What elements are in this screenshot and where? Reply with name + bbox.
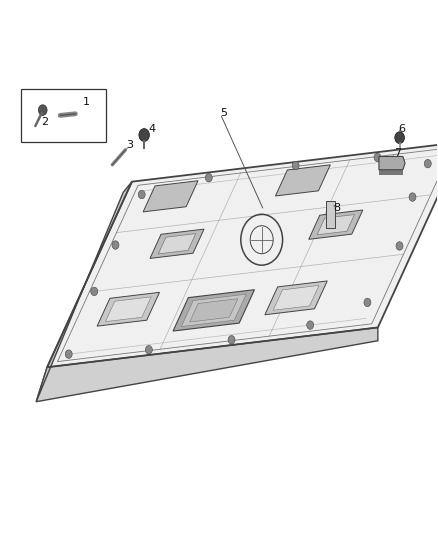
Text: 7: 7 [394,148,401,158]
Circle shape [374,153,381,161]
Circle shape [409,193,416,201]
Text: 6: 6 [398,124,405,134]
Polygon shape [181,294,246,327]
Polygon shape [379,169,403,175]
Polygon shape [379,157,405,169]
Text: 3: 3 [126,140,133,150]
Polygon shape [143,181,198,212]
FancyBboxPatch shape [21,89,106,142]
Polygon shape [36,327,378,402]
Text: 5: 5 [220,108,227,118]
Polygon shape [47,142,438,367]
Polygon shape [173,290,254,331]
Polygon shape [309,210,363,239]
Circle shape [228,336,235,344]
Circle shape [205,173,212,182]
Circle shape [424,159,431,168]
Circle shape [65,350,72,358]
Polygon shape [97,292,159,326]
Polygon shape [276,165,330,196]
Circle shape [139,128,149,141]
Polygon shape [265,281,327,315]
Polygon shape [158,233,196,254]
Circle shape [395,132,404,143]
Circle shape [364,298,371,306]
Polygon shape [190,298,238,322]
Polygon shape [273,286,319,310]
Circle shape [138,190,145,199]
Text: 2: 2 [41,117,49,127]
Circle shape [145,345,152,354]
Polygon shape [106,297,151,321]
Text: 1: 1 [83,97,90,107]
Bar [326,201,335,228]
Circle shape [307,321,314,329]
Polygon shape [36,182,132,402]
Text: 4: 4 [148,124,155,134]
Circle shape [39,105,47,115]
Text: 8: 8 [333,203,340,213]
Circle shape [292,161,299,169]
Circle shape [112,241,119,249]
Polygon shape [317,215,354,235]
Polygon shape [150,229,204,259]
Circle shape [396,241,403,250]
Circle shape [91,287,98,296]
